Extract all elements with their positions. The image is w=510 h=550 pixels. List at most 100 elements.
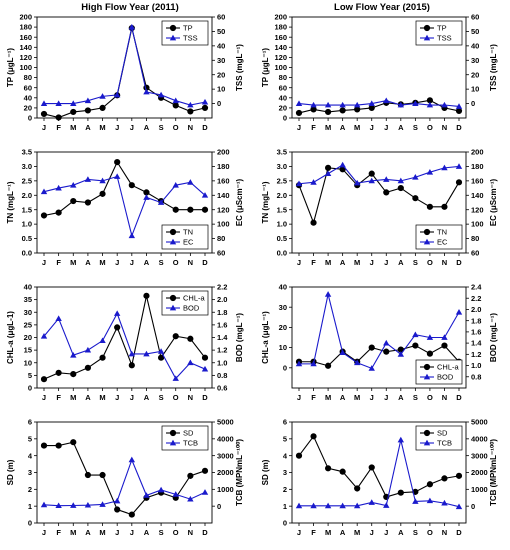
right-tick-label: 2.4 [471,283,482,292]
data-point-tn [383,189,390,196]
series-line-ec [298,164,460,185]
legend-label: SD [437,429,448,438]
legend-marker [423,228,431,236]
right-tick-label: 1.6 [217,320,227,329]
left-axis-label: CHL-a (μgL-1) [6,311,15,364]
left-tick-label: 3.5 [22,148,32,157]
data-point-tn [201,206,209,213]
x-tick-label: J [384,528,388,537]
x-tick-label: M [99,123,105,132]
right-tick-label: 140 [471,191,484,200]
left-axis-label: SD (m) [261,459,270,485]
data-point-tcb [339,502,346,509]
data-point-tn [84,199,92,206]
data-point-sd [40,442,48,449]
x-tick-label: N [442,258,447,267]
data-point-bod [397,351,405,357]
plot-frame [291,286,467,389]
legend-box [161,290,209,316]
x-tick-label: N [188,123,193,132]
left-tick-label: 30 [24,308,32,317]
right-tick-label: 10 [217,85,225,94]
data-point-tss [426,101,434,108]
right-tick-label: 0 [217,502,221,511]
left-tick-label: 2.0 [22,191,32,200]
legend-marker [423,429,431,437]
legend-marker [423,373,431,380]
x-tick-label: S [413,528,418,537]
data-point-tcb [128,456,136,463]
left-tick-label: 0 [28,114,32,123]
left-tick-label: 80 [279,73,287,82]
data-point-tcb [295,502,303,509]
data-point-chl-a [99,354,106,361]
right-tick-label: 30 [217,56,225,65]
data-point-ec [441,164,448,171]
data-point-bod [143,350,150,357]
legend-marker [169,238,177,245]
data-point-tss [187,101,194,108]
right-axis-label: BOD (mgL⁻¹) [235,313,244,362]
left-axis-label: TP (μgL⁻¹) [261,48,270,88]
left-tick-label: 2 [283,485,287,494]
series-line-tss [44,26,206,106]
data-point-tcb [455,503,463,510]
left-tick-label: 1 [283,502,287,511]
x-tick-label: S [413,123,418,132]
data-point-bod [40,333,48,339]
data-point-tn [70,197,77,205]
x-tick-label: J [42,393,46,402]
legend-label: TSS [183,34,198,43]
data-point-chl-a [172,333,179,340]
left-tick-label: 0.0 [277,249,287,258]
left-tick-label: 100 [19,63,32,72]
data-point-tcb [201,489,209,495]
x-tick-label: F [56,258,61,267]
x-tick-label: F [56,123,61,132]
data-point-tss [157,91,165,98]
right-tick-label: 2.0 [217,295,227,304]
legend-box [161,425,209,451]
data-point-bod [412,331,419,338]
right-tick-label: 160 [217,176,230,185]
data-point-ec [99,177,106,184]
data-point-sd [368,464,375,471]
left-tick-label: 35 [24,295,32,304]
data-point-tcb [99,501,106,507]
data-point-tss [143,88,150,95]
chart-panel-chla-bod-2011: 0 5 10 15 20 25 30 35 40 0.6 0.8 1.0 1.2 1.4 1.6 1.8 2.0… [6,283,244,402]
data-point-bod [368,365,375,371]
data-point-tn [455,179,463,186]
x-tick-label: M [354,528,360,537]
data-point-tss [397,101,405,108]
right-axis-label: TSS (mgL⁻¹) [489,44,498,91]
legend-box [415,359,463,385]
right-tick-label: 200 [471,148,484,157]
data-point-sd [339,468,346,475]
x-tick-label: F [311,258,316,267]
x-tick-label: J [130,123,134,132]
data-point-tss [40,100,48,106]
x-tick-label: J [42,258,46,267]
data-point-ec [143,194,150,200]
data-point-ec [397,177,405,184]
data-point-sd [295,452,303,459]
data-point-chl-a [143,292,150,299]
right-tick-label: 1.8 [471,316,481,325]
x-tick-label: F [311,528,316,537]
x-tick-label: J [297,393,301,402]
data-point-sd [55,442,62,449]
data-point-tss [383,97,390,104]
data-point-chl-a [114,324,121,331]
data-point-ec [455,163,463,169]
x-tick-label: J [42,528,46,537]
right-tick-label: 0 [217,99,221,108]
x-tick-label: O [173,123,179,132]
legend-label: EC [183,238,194,247]
x-tick-label: A [340,123,346,132]
x-tick-label: M [99,393,105,402]
x-tick-label: O [173,393,179,402]
legend-marker [169,294,177,302]
left-tick-label: 30 [279,303,287,312]
